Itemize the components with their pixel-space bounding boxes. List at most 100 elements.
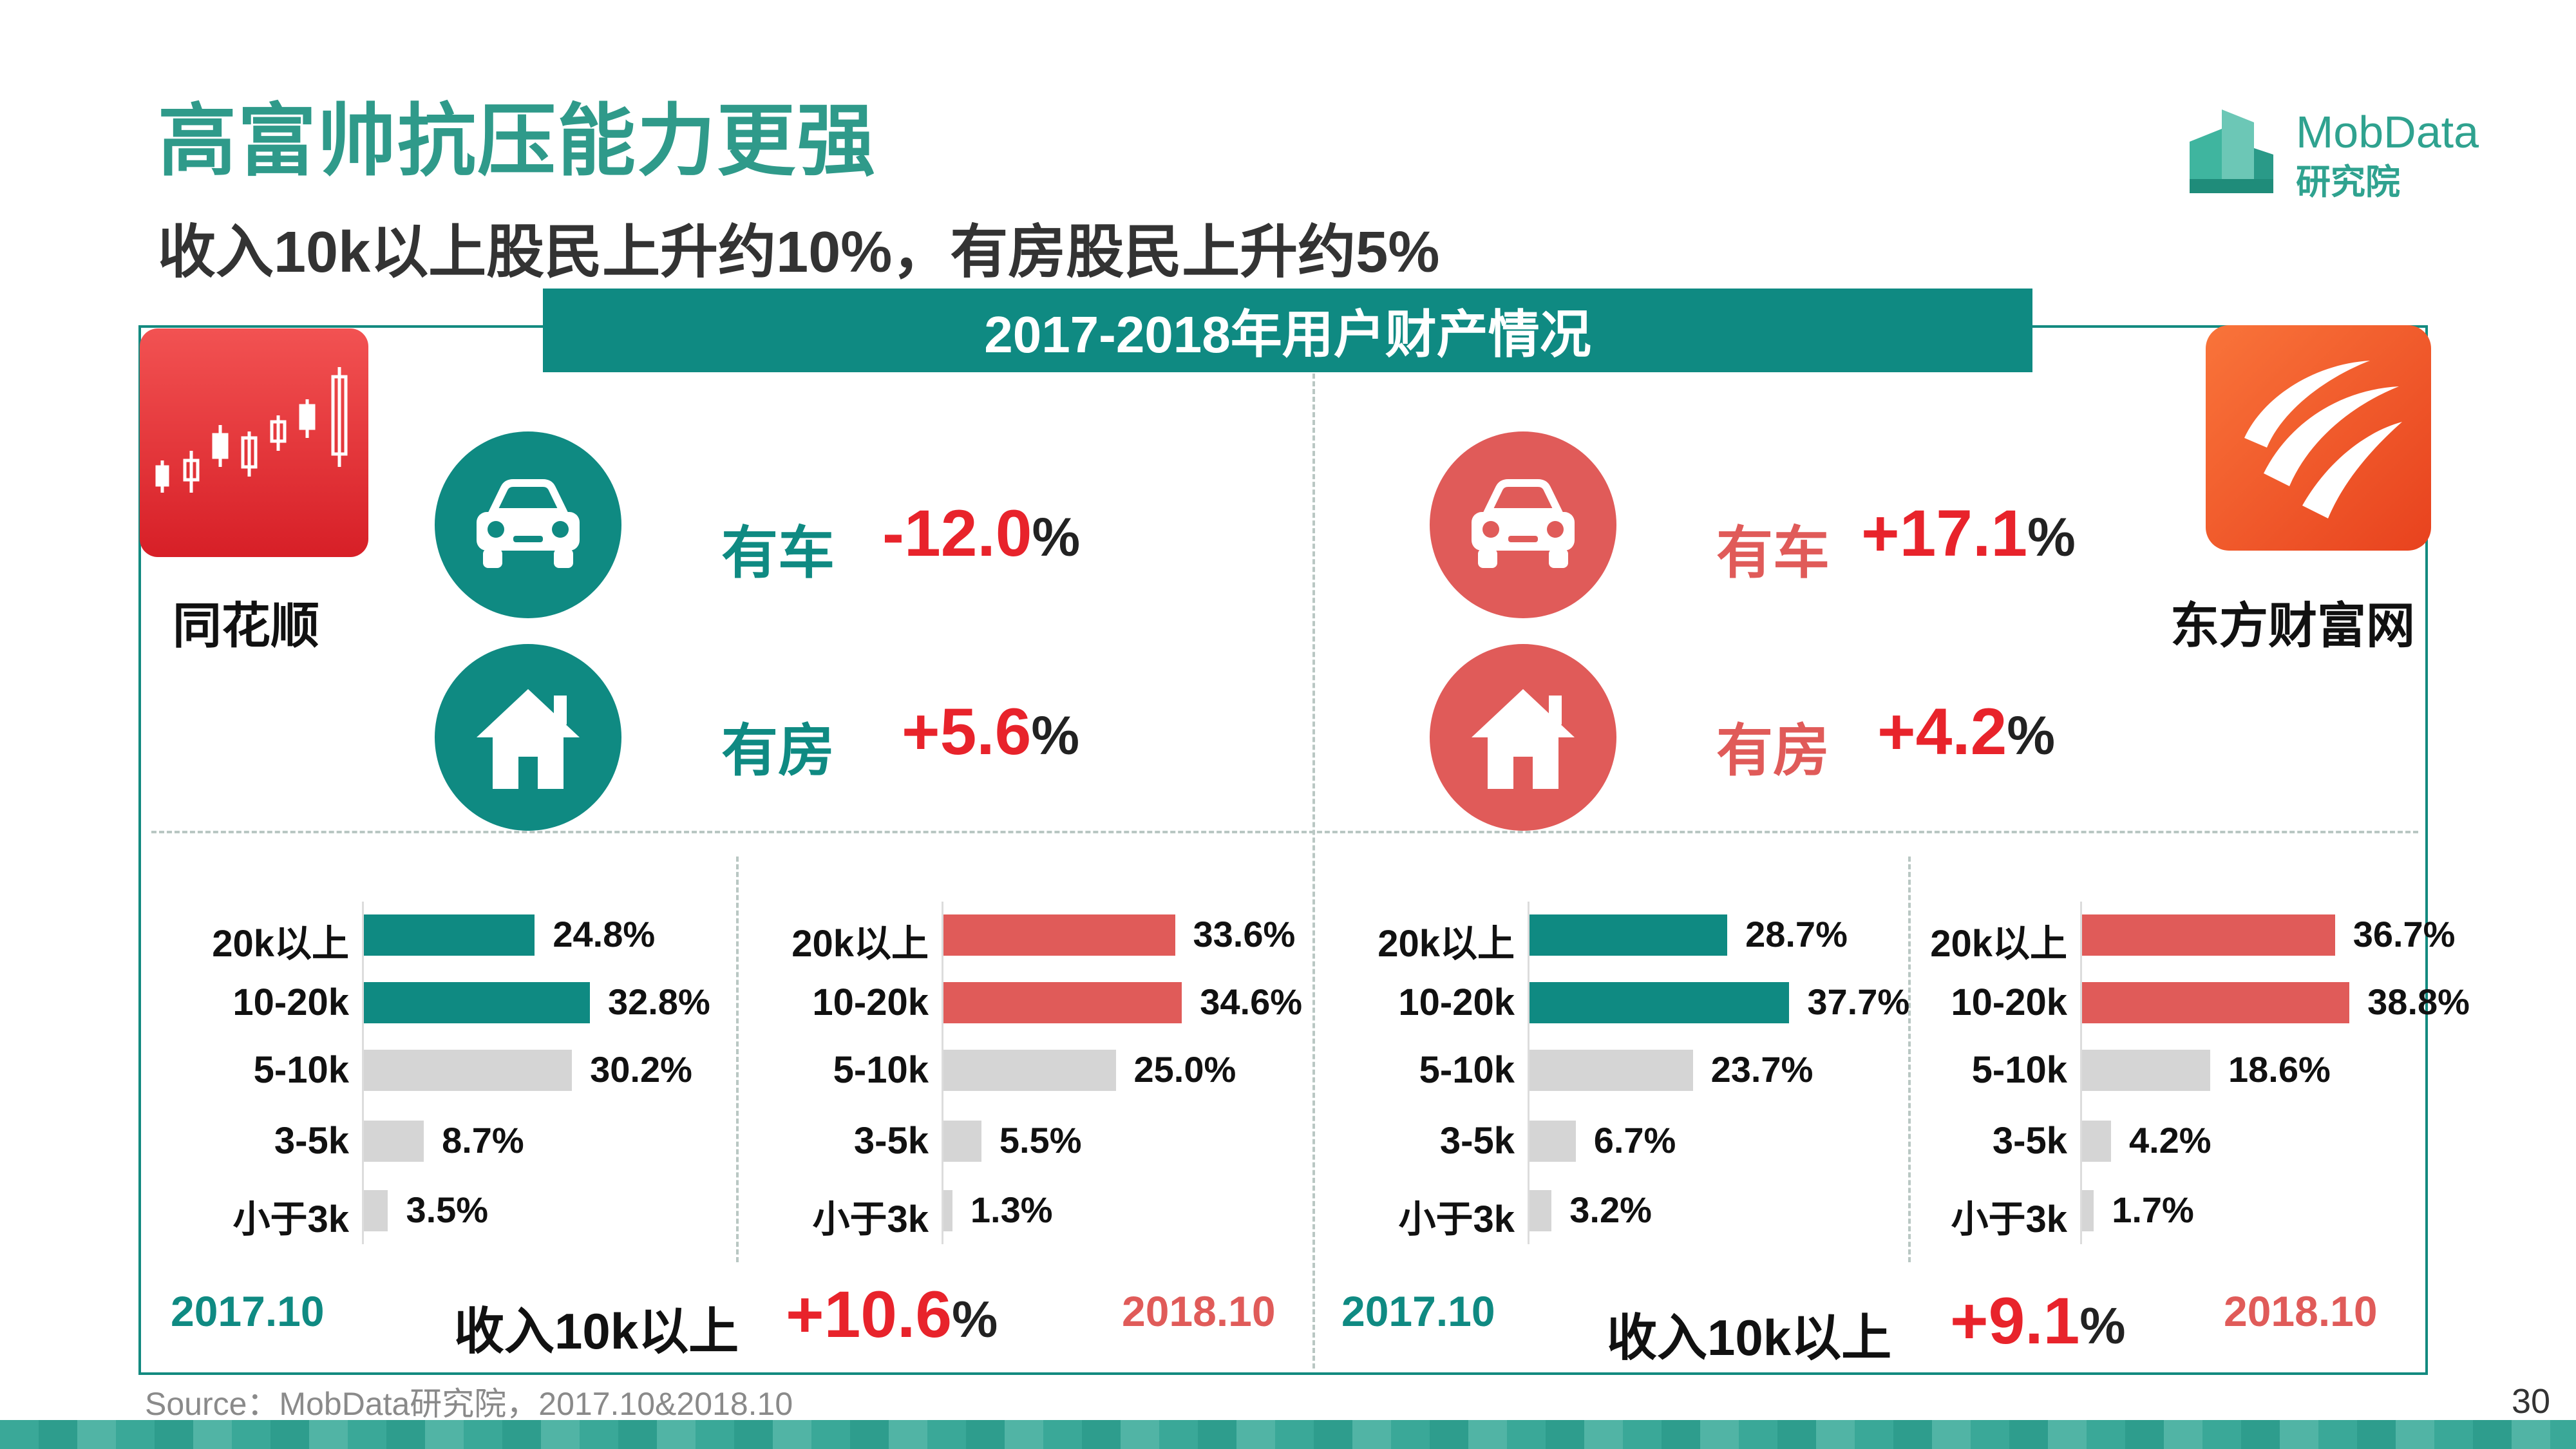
right-house-value: +4.2% bbox=[1877, 694, 2055, 770]
bar bbox=[2082, 1050, 2211, 1091]
bar-category-label: 5-10k bbox=[1419, 1049, 1515, 1091]
bar-value-label: 1.3% bbox=[970, 1189, 1053, 1230]
bar bbox=[364, 1050, 573, 1091]
left-summary-pct: % bbox=[952, 1291, 998, 1348]
bar-category-label: 5-10k bbox=[253, 1049, 349, 1091]
right-summary-number: +9.1 bbox=[1950, 1284, 2080, 1358]
bar-category-label: 20k以上 bbox=[791, 923, 929, 965]
section-banner: 2017-2018年用户财产情况 bbox=[543, 289, 2032, 372]
bar bbox=[1530, 1121, 1576, 1162]
chart-axis bbox=[2080, 902, 2082, 1244]
left-date-start: 2017.10 bbox=[171, 1287, 325, 1335]
right-date-start: 2017.10 bbox=[1341, 1287, 1495, 1335]
left-house-number: +5.6 bbox=[902, 695, 1032, 768]
house-icon bbox=[1472, 689, 1575, 789]
source-note: Source：MobData研究院，2017.10&2018.10 bbox=[145, 1386, 793, 1422]
bar bbox=[364, 982, 590, 1023]
bar-value-label: 3.5% bbox=[406, 1189, 489, 1230]
bar-category-label: 20k以上 bbox=[1930, 923, 2067, 965]
right-date-end: 2018.10 bbox=[2224, 1287, 2378, 1335]
right-summary-label: 收入10k以上 bbox=[1607, 1309, 1892, 1366]
bar-value-label: 5.5% bbox=[999, 1120, 1082, 1160]
bar bbox=[1530, 1190, 1552, 1231]
bar bbox=[1530, 1050, 1693, 1091]
right-summary-pct: % bbox=[2079, 1297, 2126, 1354]
middle-divider bbox=[151, 831, 2418, 833]
bar bbox=[943, 914, 1175, 956]
bar-value-label: 6.7% bbox=[1593, 1120, 1676, 1160]
right-car-circle bbox=[1430, 431, 1616, 618]
bar bbox=[364, 1121, 424, 1162]
chart-axis bbox=[362, 902, 364, 1244]
bar-value-label: 8.7% bbox=[442, 1120, 524, 1160]
bar-value-label: 28.7% bbox=[1745, 914, 1848, 954]
car-icon bbox=[1472, 479, 1575, 568]
bar-category-label: 3-5k bbox=[853, 1120, 929, 1162]
bar-value-label: 18.6% bbox=[2228, 1049, 2331, 1090]
right-car-label: 有车 bbox=[1716, 521, 1830, 585]
right-car-value: +17.1% bbox=[1861, 496, 2076, 571]
bar bbox=[1530, 914, 1728, 956]
bar bbox=[2082, 1190, 2094, 1231]
bar-value-label: 24.8% bbox=[553, 914, 656, 954]
tonghuashun-app-icon bbox=[140, 328, 368, 557]
bar-value-label: 3.2% bbox=[1569, 1189, 1652, 1230]
footer-bar bbox=[0, 1420, 2576, 1449]
bar-category-label: 10-20k bbox=[1951, 981, 2067, 1023]
bar-value-label: 38.8% bbox=[2367, 981, 2470, 1022]
left-car-label: 有车 bbox=[721, 521, 835, 585]
bar-value-label: 33.6% bbox=[1193, 914, 1296, 954]
page-subtitle: 收入10k以上股民上升约10%，有房股民上升约5% bbox=[158, 220, 1440, 285]
eastmoney-app-icon bbox=[2206, 325, 2431, 551]
bar-category-label: 20k以上 bbox=[212, 923, 349, 965]
car-icon bbox=[477, 479, 580, 568]
bar-category-label: 3-5k bbox=[1439, 1120, 1515, 1162]
right-summary-value: +9.1% bbox=[1950, 1283, 2126, 1359]
bar-category-label: 3-5k bbox=[1992, 1120, 2067, 1162]
page-number: 30 bbox=[2512, 1382, 2551, 1421]
right-house-number: +4.2 bbox=[1877, 695, 2007, 768]
left-summary-number: +10.6 bbox=[786, 1278, 952, 1351]
bar-category-label: 20k以上 bbox=[1378, 923, 1515, 965]
bar-value-label: 25.0% bbox=[1133, 1049, 1236, 1090]
bar-value-label: 1.7% bbox=[2112, 1189, 2194, 1230]
logo-subname: 研究院 bbox=[2296, 163, 2400, 202]
left-house-circle bbox=[435, 644, 621, 831]
right-car-pct: % bbox=[2027, 507, 2076, 567]
bar-value-label: 36.7% bbox=[2353, 914, 2456, 954]
mobdata-logo-icon bbox=[2190, 109, 2273, 193]
bar-category-label: 5-10k bbox=[1971, 1049, 2067, 1091]
mobdata-logo: MobData 研究院 bbox=[2183, 103, 2518, 206]
chart-axis bbox=[942, 902, 943, 1244]
bar bbox=[2082, 914, 2335, 956]
left-house-label: 有房 bbox=[721, 719, 835, 782]
left-date-end: 2018.10 bbox=[1122, 1287, 1276, 1335]
bar-value-label: 23.7% bbox=[1710, 1049, 1814, 1090]
chart-axis bbox=[1528, 902, 1530, 1244]
bar-category-label: 小于3k bbox=[1951, 1198, 2067, 1240]
page-title: 高富帅抗压能力更强 bbox=[158, 97, 876, 185]
bar bbox=[2082, 1121, 2111, 1162]
left-car-circle bbox=[435, 431, 621, 618]
bar-category-label: 5-10k bbox=[833, 1049, 929, 1091]
bar bbox=[2082, 982, 2350, 1023]
left-summary-label: 收入10k以上 bbox=[454, 1303, 739, 1359]
left-app-name: 同花顺 bbox=[173, 599, 319, 654]
bar-category-label: 3-5k bbox=[274, 1120, 349, 1162]
bar-value-label: 30.2% bbox=[590, 1049, 692, 1090]
right-app-name: 东方财富网 bbox=[2170, 599, 2415, 654]
left-car-value: -12.0% bbox=[882, 496, 1080, 571]
bar-value-label: 34.6% bbox=[1200, 981, 1303, 1022]
right-house-pct: % bbox=[2007, 705, 2056, 766]
logo-name: MobData bbox=[2296, 107, 2479, 157]
bar bbox=[943, 1050, 1116, 1091]
bar bbox=[364, 914, 535, 956]
bar-category-label: 10-20k bbox=[812, 981, 929, 1023]
bar-category-label: 小于3k bbox=[232, 1198, 349, 1240]
bar bbox=[943, 982, 1182, 1023]
right-house-label: 有房 bbox=[1716, 719, 1830, 782]
left-chart-divider bbox=[736, 857, 739, 1262]
left-house-pct: % bbox=[1031, 705, 1080, 766]
bar-category-label: 小于3k bbox=[812, 1198, 929, 1240]
bar-value-label: 37.7% bbox=[1807, 981, 1910, 1022]
